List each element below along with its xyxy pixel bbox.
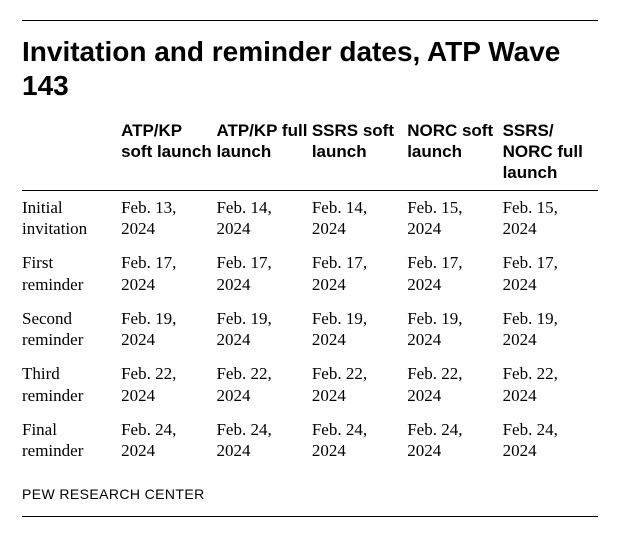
source-attribution: PEW RESEARCH CENTER	[22, 486, 598, 502]
cell: Feb. 22, 2024	[407, 357, 502, 413]
cell: Feb. 19, 2024	[312, 302, 407, 358]
cell: Feb. 19, 2024	[216, 302, 311, 358]
cell: Feb. 17, 2024	[216, 246, 311, 302]
table-header-row: ATP/KP soft launch ATP/KP full launch SS…	[22, 117, 598, 190]
table-title: Invitation and reminder dates, ATP Wave …	[22, 35, 598, 103]
top-rule	[22, 20, 598, 21]
cell: Feb. 13, 2024	[121, 190, 216, 246]
cell: Feb. 22, 2024	[121, 357, 216, 413]
table-row: Third reminder Feb. 22, 2024 Feb. 22, 20…	[22, 357, 598, 413]
cell: Feb. 24, 2024	[407, 413, 502, 469]
cell: Feb. 15, 2024	[407, 190, 502, 246]
table-row: Initial invitation Feb. 13, 2024 Feb. 14…	[22, 190, 598, 246]
table-row: First reminder Feb. 17, 2024 Feb. 17, 20…	[22, 246, 598, 302]
cell: Feb. 14, 2024	[312, 190, 407, 246]
cell: Feb. 22, 2024	[216, 357, 311, 413]
row-label: Second reminder	[22, 302, 121, 358]
cell: Feb. 19, 2024	[503, 302, 598, 358]
cell: Feb. 24, 2024	[312, 413, 407, 469]
table-row: Second reminder Feb. 19, 2024 Feb. 19, 2…	[22, 302, 598, 358]
col-header: SSRS/ NORC full launch	[503, 117, 598, 190]
bottom-rule	[22, 516, 598, 517]
row-label: First reminder	[22, 246, 121, 302]
cell: Feb. 17, 2024	[312, 246, 407, 302]
cell: Feb. 24, 2024	[503, 413, 598, 469]
col-header: NORC soft launch	[407, 117, 502, 190]
cell: Feb. 17, 2024	[121, 246, 216, 302]
dates-table: ATP/KP soft launch ATP/KP full launch SS…	[22, 117, 598, 468]
cell: Feb. 17, 2024	[503, 246, 598, 302]
row-label: Final reminder	[22, 413, 121, 469]
col-header-blank	[22, 117, 121, 190]
cell: Feb. 22, 2024	[503, 357, 598, 413]
col-header: SSRS soft launch	[312, 117, 407, 190]
cell: Feb. 19, 2024	[121, 302, 216, 358]
col-header: ATP/KP soft launch	[121, 117, 216, 190]
cell: Feb. 14, 2024	[216, 190, 311, 246]
cell: Feb. 19, 2024	[407, 302, 502, 358]
cell: Feb. 15, 2024	[503, 190, 598, 246]
cell: Feb. 24, 2024	[216, 413, 311, 469]
col-header: ATP/KP full launch	[216, 117, 311, 190]
row-label: Initial invitation	[22, 190, 121, 246]
cell: Feb. 22, 2024	[312, 357, 407, 413]
table-row: Final reminder Feb. 24, 2024 Feb. 24, 20…	[22, 413, 598, 469]
row-label: Third reminder	[22, 357, 121, 413]
cell: Feb. 24, 2024	[121, 413, 216, 469]
cell: Feb. 17, 2024	[407, 246, 502, 302]
